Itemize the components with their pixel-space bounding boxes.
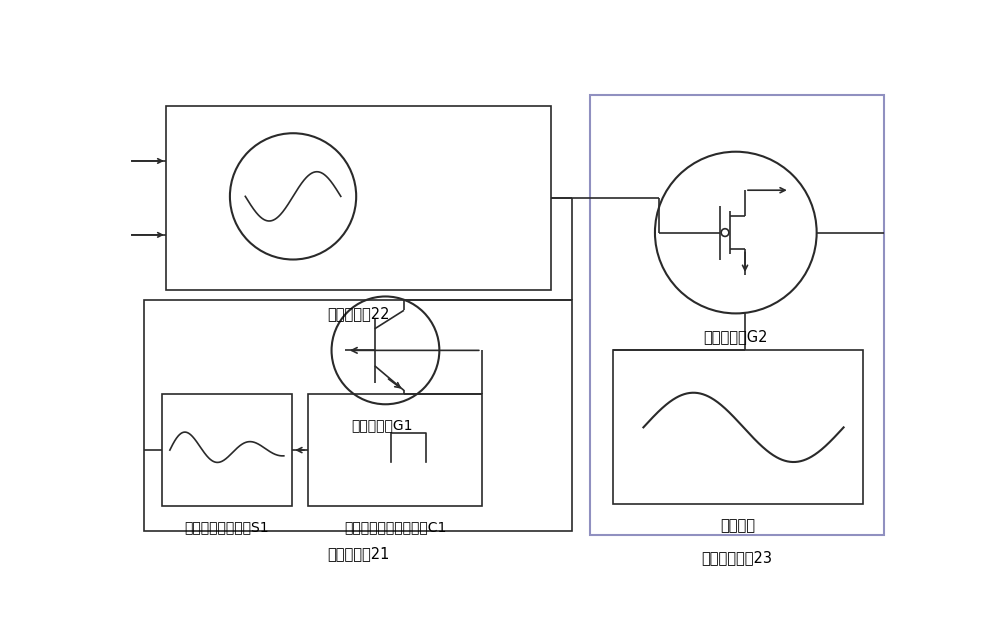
Bar xyxy=(613,350,863,504)
Text: 聚合传输模块23: 聚合传输模块23 xyxy=(701,550,772,565)
Text: 逻辑模块: 逻辑模块 xyxy=(720,518,755,533)
Text: 第二晶体管G2: 第二晶体管G2 xyxy=(704,329,768,344)
Text: 一级混频器22: 一级混频器22 xyxy=(327,306,390,321)
Text: 第一晶体管G1: 第一晶体管G1 xyxy=(351,418,412,432)
Bar xyxy=(162,394,292,506)
Bar xyxy=(308,394,482,506)
Text: 第一正负反馈网络电路C1: 第一正负反馈网络电路C1 xyxy=(344,520,446,534)
Text: 一级振荡器21: 一级振荡器21 xyxy=(327,546,389,561)
Bar xyxy=(590,95,884,535)
Bar xyxy=(144,299,572,530)
Text: 第一选频网络电路S1: 第一选频网络电路S1 xyxy=(185,520,269,534)
Bar xyxy=(166,106,551,291)
